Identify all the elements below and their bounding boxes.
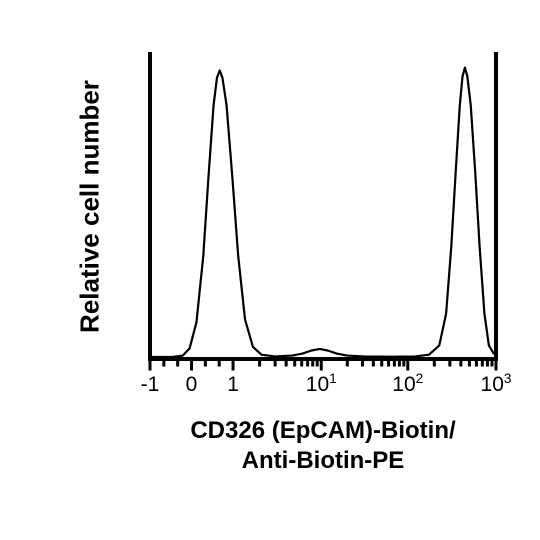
x-axis-label: CD326 (EpCAM)-Biotin/Anti-Biotin-PE	[120, 416, 526, 476]
x-axis-label-line2: Anti-Biotin-PE	[120, 446, 526, 476]
x-tick-label: 101	[291, 373, 351, 397]
x-tick-label: 1	[203, 373, 263, 397]
x-tick-label: 102	[378, 373, 438, 397]
x-axis-label-line1: CD326 (EpCAM)-Biotin/	[120, 416, 526, 446]
x-tick-label: 103	[466, 373, 526, 397]
y-axis-label: Relative cell number	[75, 56, 106, 356]
